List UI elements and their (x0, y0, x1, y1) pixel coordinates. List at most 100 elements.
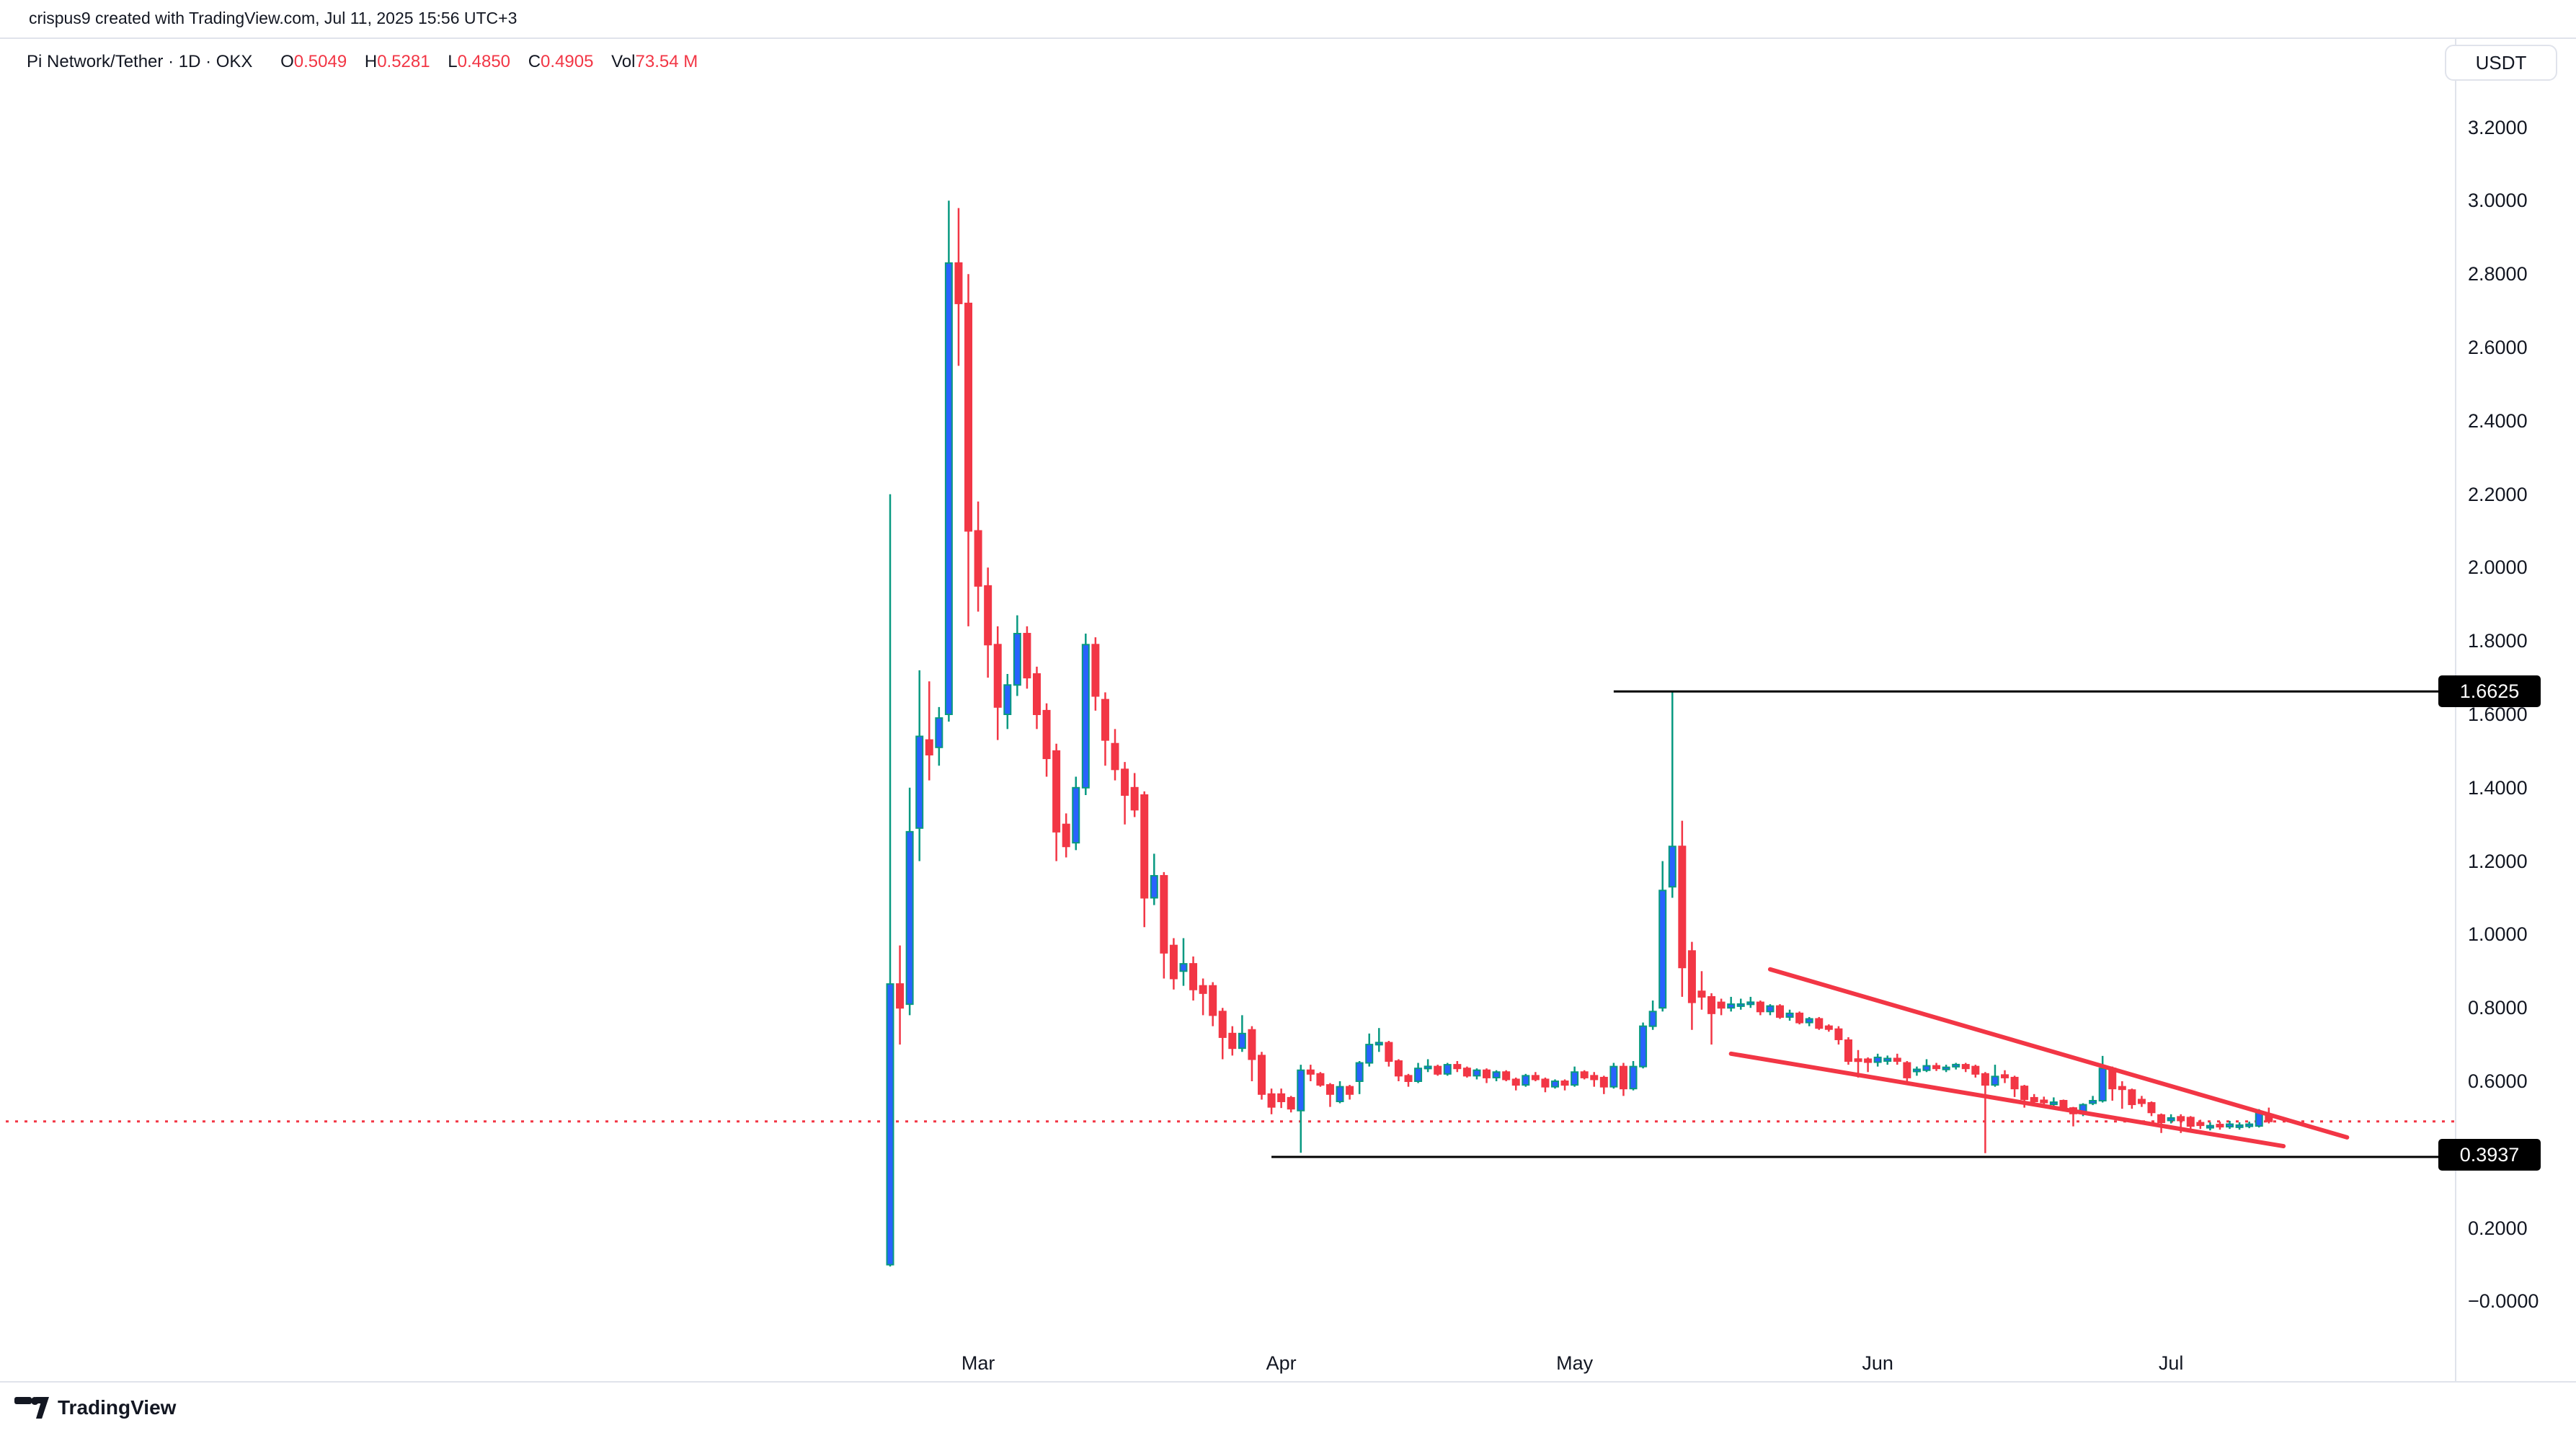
candle-body (1560, 1081, 1569, 1086)
symbol-title[interactable]: Pi Network/Tether · 1D · OKX (27, 52, 253, 71)
candle-body (1189, 963, 1198, 990)
candle-body (1052, 750, 1061, 833)
candle-body (2147, 1102, 2156, 1114)
candle-body (1111, 742, 1119, 771)
candle-body (2196, 1122, 2205, 1127)
candle-body (2235, 1124, 2244, 1128)
time-axis-label-apr: Apr (1266, 1352, 1297, 1374)
candle-body (1287, 1096, 1295, 1110)
candle-body (1580, 1071, 1589, 1078)
candle-body (1834, 1028, 1843, 1040)
candles-group (886, 200, 2273, 1267)
candle-body (1590, 1075, 1599, 1081)
candle-body (2118, 1086, 2126, 1091)
candle-body (1443, 1064, 1452, 1075)
candle-body (2040, 1099, 2048, 1104)
candle-body (944, 262, 953, 715)
candle-body (1717, 1001, 1726, 1009)
candle-body (1325, 1084, 1334, 1095)
candle-body (1658, 889, 1667, 1009)
wedge-lower-trendline[interactable] (1728, 1051, 2286, 1149)
open-label: O (280, 52, 294, 71)
candle-body (1952, 1063, 1960, 1068)
price-axis-label: 2.6000 (2468, 337, 2528, 358)
tradingview-logo-icon[interactable] (14, 1394, 49, 1421)
candle-body (1101, 698, 1109, 741)
price-axis-label: 1.4000 (2468, 776, 2528, 799)
candle-body (1238, 1032, 1246, 1050)
candle-body (1365, 1044, 1374, 1064)
candle-body (2049, 1101, 2058, 1106)
candle-body (1648, 1011, 1657, 1027)
candle-body (1081, 644, 1090, 789)
candle-body (2089, 1099, 2097, 1104)
candle-body (915, 735, 924, 829)
tradingview-footer[interactable]: TradingView (14, 1394, 176, 1421)
candle-body (1150, 874, 1158, 899)
candle-body (2216, 1124, 2224, 1128)
candle-body (2128, 1089, 2136, 1106)
candle-body (1707, 995, 1716, 1014)
price-axis-separator (2455, 37, 2456, 1383)
candle-body (2137, 1099, 2146, 1104)
candle-body (1374, 1042, 1383, 1046)
candle-body (1571, 1071, 1579, 1086)
price-axis-label: 1.0000 (2468, 923, 2528, 946)
candle-body (896, 983, 905, 1009)
time-axis-label-jul: Jul (2158, 1352, 2184, 1374)
price-axis-label: 2.0000 (2468, 556, 2528, 579)
candle-body (1932, 1065, 1941, 1070)
price-axis-label: 1.2000 (2468, 850, 2528, 872)
candle-body (1316, 1073, 1325, 1086)
symbol-legend[interactable]: Pi Network/Tether · 1D · OKX O0.5049 H0.… (27, 52, 698, 72)
candle-body (1169, 944, 1178, 980)
candle-body (1140, 794, 1149, 899)
low-value: 0.4850 (457, 52, 511, 71)
candle-body (1297, 1069, 1305, 1112)
candle-body (1228, 1032, 1237, 1050)
high-label: H (364, 52, 378, 71)
candle-body (1267, 1093, 1276, 1108)
candle-body (1277, 1093, 1286, 1102)
candle-body (1502, 1071, 1511, 1081)
candle-body (2020, 1086, 2029, 1100)
candle-body (1991, 1075, 1999, 1086)
candle-body (1981, 1073, 1989, 1086)
candle-body (1121, 768, 1129, 796)
candle-body (1424, 1065, 1432, 1070)
price-axis-label: 0.2000 (2468, 1217, 2528, 1239)
candle-body (1883, 1057, 1892, 1062)
candle-body (1854, 1058, 1862, 1062)
candle-body (1942, 1066, 1950, 1070)
candle-body (1042, 709, 1051, 760)
candle-body (1903, 1062, 1911, 1078)
candle-body (1522, 1075, 1530, 1086)
candle-body (1306, 1069, 1315, 1075)
candle-body (2030, 1096, 2038, 1102)
candle-body (1130, 786, 1139, 811)
candle-body (2245, 1123, 2254, 1127)
candle-body (1776, 1005, 1785, 1018)
price-axis-label: 1.6000 (2468, 704, 2528, 725)
candle-body (2177, 1116, 2185, 1122)
candle-body (1091, 644, 1100, 697)
candle-body (1209, 985, 1217, 1016)
price-axis-currency-pill[interactable]: USDT (2445, 45, 2557, 81)
wedge-upper-trendline[interactable] (1767, 967, 2350, 1140)
candle-body (1687, 950, 1696, 1003)
candle-body (1864, 1058, 1873, 1063)
candle-body (1003, 684, 1012, 716)
candle-body (1023, 633, 1031, 679)
candle-body (993, 644, 1002, 708)
candle-body (1385, 1042, 1393, 1062)
candle-body (1336, 1086, 1344, 1102)
candle-body (905, 830, 914, 1006)
candle-body (925, 739, 933, 755)
time-axis-label-may: May (1556, 1352, 1594, 1374)
price-axis-label: 2.8000 (2468, 263, 2528, 285)
close-label: C (528, 52, 541, 71)
candle-body (1199, 985, 1207, 994)
candle-body (1678, 846, 1687, 969)
